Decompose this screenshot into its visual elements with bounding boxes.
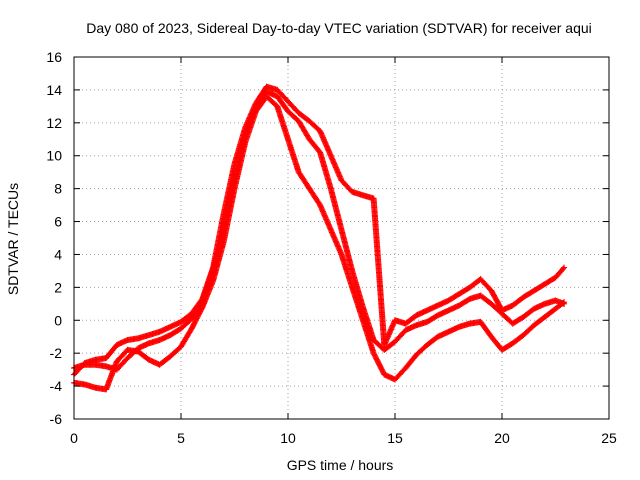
y-tick-label: -2 bbox=[50, 345, 63, 361]
data-points bbox=[71, 83, 568, 393]
x-tick-label: 15 bbox=[387, 430, 403, 446]
x-tick-label: 5 bbox=[177, 430, 185, 446]
axis-ticks: 0 5 10 15 20 25 -6 -4 -2 0 2 4 6 8 10 12 14 16 bbox=[46, 49, 617, 446]
y-tick-label: 4 bbox=[54, 246, 62, 262]
x-axis-label: GPS time / hours bbox=[287, 457, 394, 473]
data-point bbox=[559, 300, 566, 307]
y-tick-label: 0 bbox=[54, 312, 62, 328]
data-point bbox=[559, 265, 566, 272]
y-tick-label: 8 bbox=[54, 181, 62, 197]
data-point bbox=[561, 264, 568, 271]
y-tick-label: -6 bbox=[50, 411, 63, 427]
y-tick-label: -4 bbox=[50, 378, 63, 394]
plot-frame bbox=[73, 56, 610, 420]
x-tick-label: 25 bbox=[601, 430, 617, 446]
series-track-1 bbox=[71, 83, 568, 378]
chart-title: Day 080 of 2023, Sidereal Day-to-day VTE… bbox=[86, 20, 592, 36]
x-tick-label: 10 bbox=[280, 430, 296, 446]
x-tick-label: 0 bbox=[70, 430, 78, 446]
y-tick-label: 16 bbox=[46, 49, 62, 65]
grid-lines bbox=[74, 57, 609, 419]
y-tick-label: 12 bbox=[46, 115, 62, 131]
data-point bbox=[561, 299, 568, 306]
y-axis-label: SDTVAR / TECUs bbox=[5, 183, 21, 295]
y-tick-label: 14 bbox=[46, 82, 62, 98]
x-tick-label: 20 bbox=[494, 430, 510, 446]
y-tick-label: 2 bbox=[54, 279, 62, 295]
series-track-3 bbox=[71, 93, 568, 393]
y-tick-label: 10 bbox=[46, 148, 62, 164]
y-tick-label: 6 bbox=[54, 214, 62, 230]
